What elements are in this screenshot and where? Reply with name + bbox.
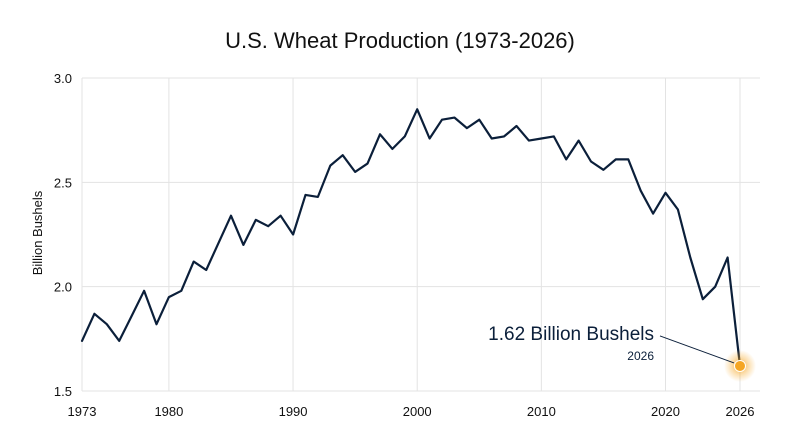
x-tick-label: 2020 xyxy=(651,404,680,419)
x-tick-label: 1973 xyxy=(68,404,97,419)
y-tick-label: 1.5 xyxy=(54,384,72,399)
y-tick-label: 2.5 xyxy=(54,175,72,190)
x-tick-label: 2010 xyxy=(527,404,556,419)
x-tick-label: 2000 xyxy=(403,404,432,419)
annotation-year-label: 2026 xyxy=(627,349,654,363)
y-tick-labels: 3.0 2.5 2.0 1.5 xyxy=(54,71,72,399)
series-layer xyxy=(80,108,756,382)
series-line xyxy=(80,108,742,368)
highlight-point[interactable] xyxy=(734,359,746,372)
y-axis-label: Billion Bushels xyxy=(30,190,45,275)
annotation-value-label: 1.62 Billion Bushels xyxy=(488,324,654,345)
y-tick-label: 3.0 xyxy=(54,71,72,86)
x-tick-label: 1980 xyxy=(154,404,183,419)
x-tick-labels: 1973 1980 1990 2000 2010 2020 2026 xyxy=(68,404,755,419)
gridlines xyxy=(81,77,760,392)
annotation-layer: 1.62 Billion Bushels 2026 xyxy=(488,324,735,364)
annotation-leader-line xyxy=(659,335,735,364)
x-tick-label: 2026 xyxy=(726,404,755,419)
x-tick-label: 1990 xyxy=(279,404,308,419)
chart-title: U.S. Wheat Production (1973-2026) xyxy=(225,28,575,53)
y-tick-label: 2.0 xyxy=(54,280,72,295)
